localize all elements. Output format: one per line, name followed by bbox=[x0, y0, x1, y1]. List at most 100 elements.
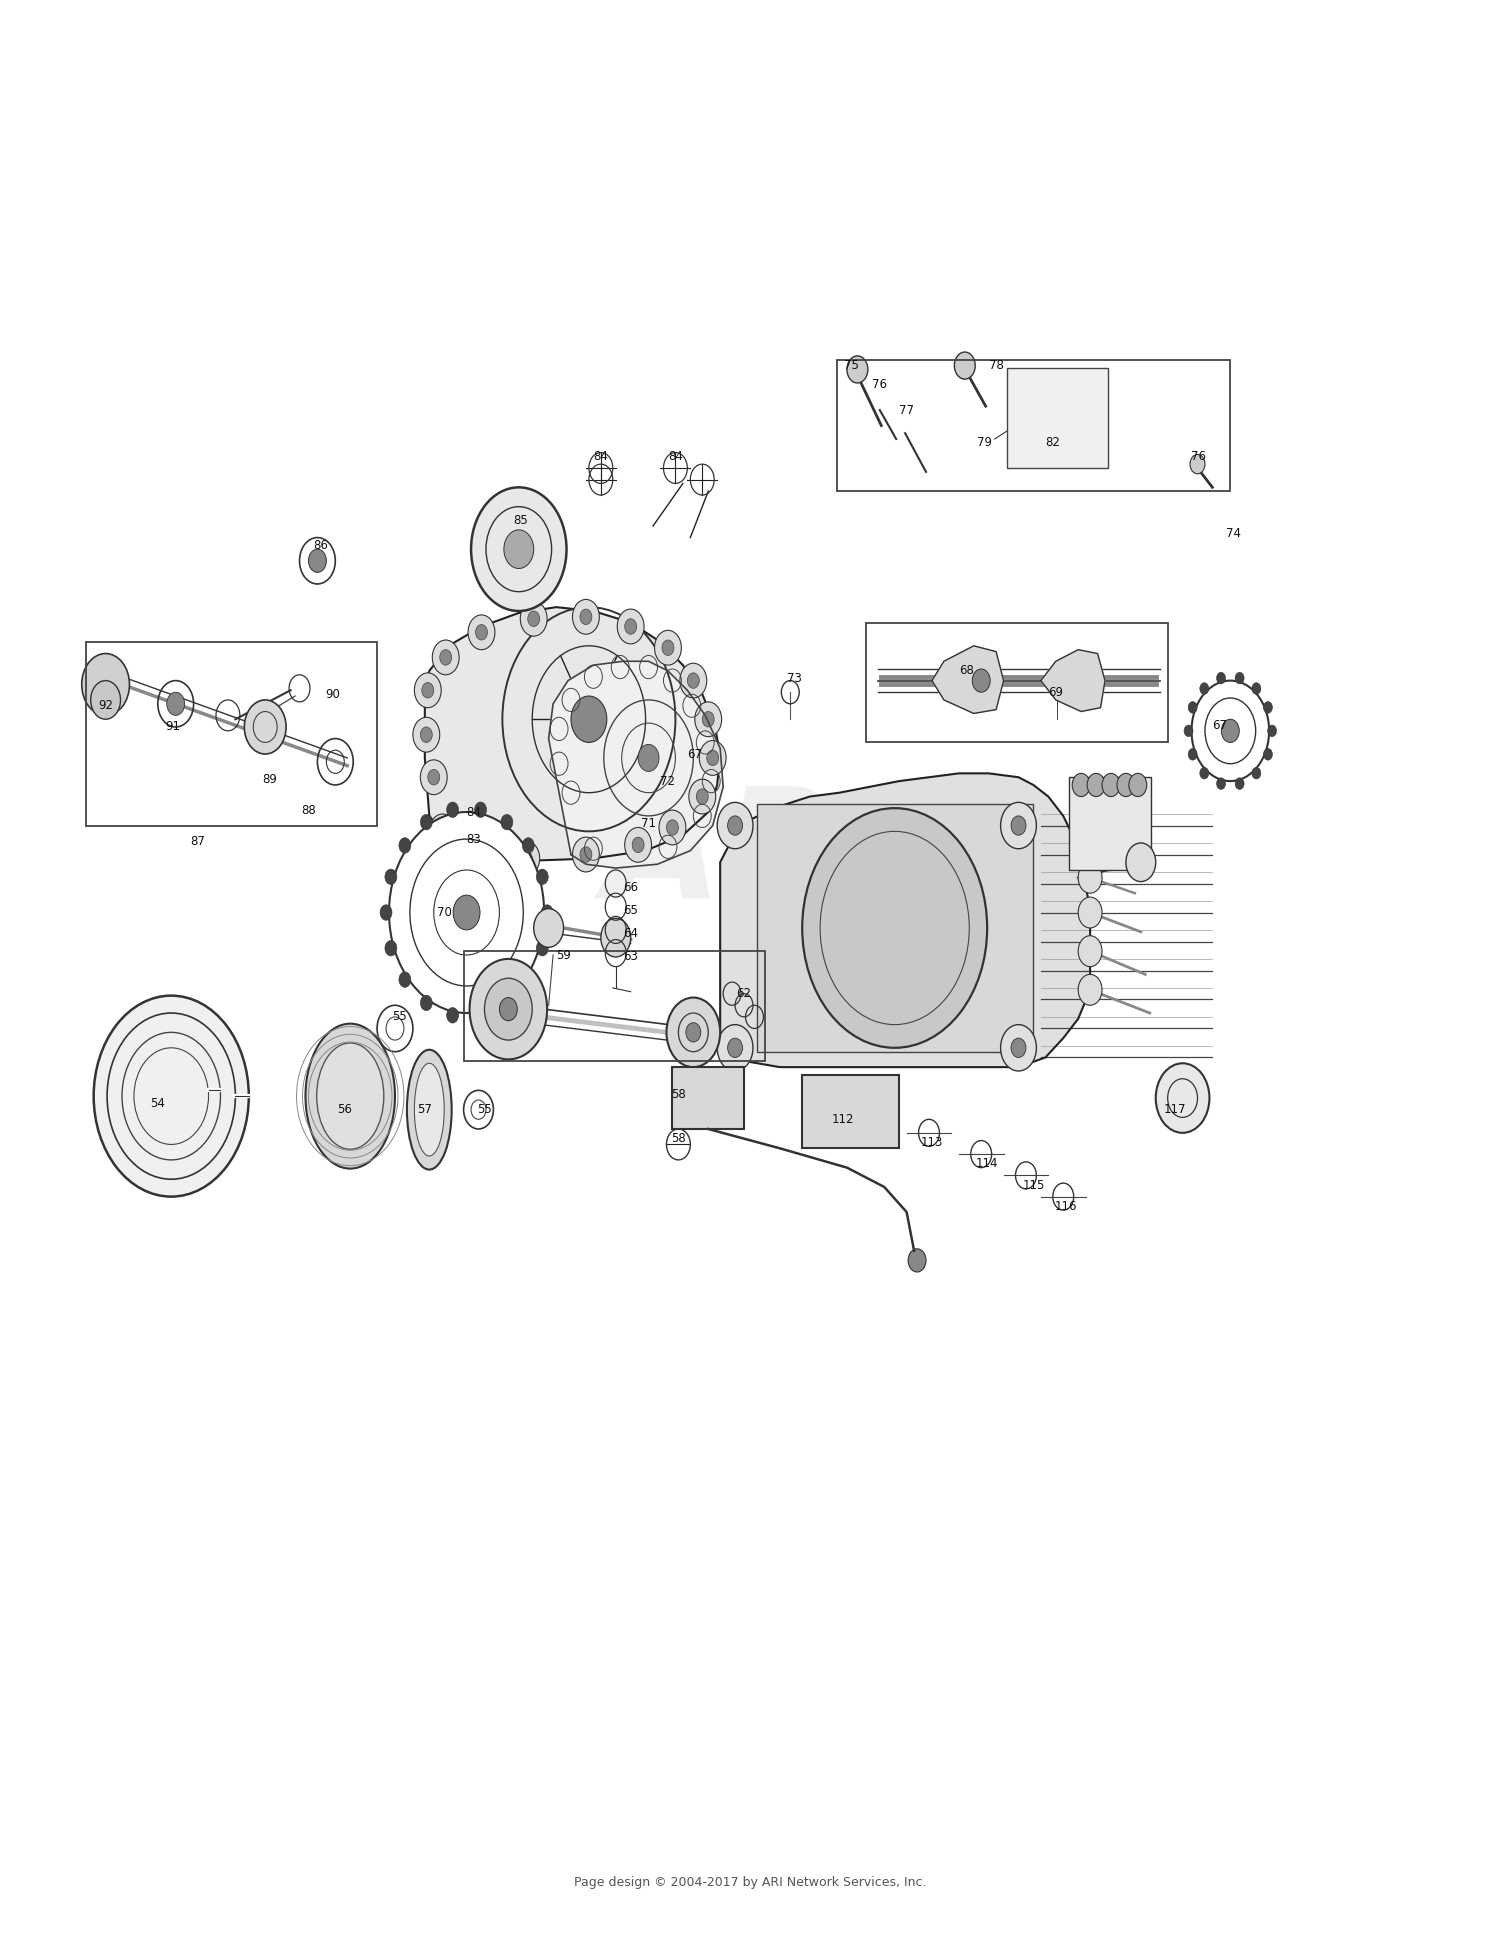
Text: 56: 56 bbox=[338, 1102, 351, 1116]
Bar bbox=[86, 642, 376, 825]
Text: 84: 84 bbox=[668, 450, 682, 462]
Text: 78: 78 bbox=[988, 359, 1004, 373]
Text: 84: 84 bbox=[466, 806, 482, 819]
Text: 86: 86 bbox=[314, 540, 328, 551]
Circle shape bbox=[616, 609, 644, 644]
Circle shape bbox=[1190, 454, 1204, 474]
Circle shape bbox=[528, 611, 540, 627]
Bar bbox=[758, 804, 1034, 1052]
Circle shape bbox=[1200, 767, 1209, 778]
Circle shape bbox=[1188, 701, 1197, 712]
Circle shape bbox=[440, 650, 452, 666]
Bar bbox=[1070, 776, 1152, 870]
Circle shape bbox=[166, 693, 184, 716]
Circle shape bbox=[687, 674, 699, 689]
Polygon shape bbox=[549, 662, 723, 868]
Circle shape bbox=[717, 1025, 753, 1071]
Text: 70: 70 bbox=[436, 906, 451, 918]
Text: 82: 82 bbox=[1046, 437, 1060, 450]
Text: 74: 74 bbox=[1226, 528, 1240, 540]
Circle shape bbox=[386, 870, 398, 885]
Circle shape bbox=[1000, 802, 1036, 848]
Circle shape bbox=[520, 602, 548, 637]
Text: 66: 66 bbox=[622, 881, 638, 895]
Text: Page design © 2004-2017 by ARI Network Services, Inc.: Page design © 2004-2017 by ARI Network S… bbox=[573, 1877, 926, 1889]
Circle shape bbox=[504, 530, 534, 569]
Bar bbox=[1007, 367, 1108, 468]
Circle shape bbox=[484, 978, 532, 1040]
Circle shape bbox=[1188, 749, 1197, 761]
Circle shape bbox=[602, 918, 630, 957]
Text: 87: 87 bbox=[190, 835, 206, 848]
Circle shape bbox=[81, 654, 129, 716]
Text: 88: 88 bbox=[302, 804, 316, 817]
Circle shape bbox=[1126, 842, 1155, 881]
Circle shape bbox=[513, 840, 540, 875]
Circle shape bbox=[420, 728, 432, 743]
Bar bbox=[672, 1068, 744, 1130]
Circle shape bbox=[1011, 815, 1026, 835]
Text: 71: 71 bbox=[640, 817, 656, 831]
Circle shape bbox=[666, 819, 678, 835]
Circle shape bbox=[429, 813, 456, 848]
Bar bbox=[464, 951, 765, 1062]
Text: 73: 73 bbox=[788, 672, 802, 685]
Ellipse shape bbox=[406, 1050, 451, 1170]
Circle shape bbox=[474, 1007, 486, 1023]
Circle shape bbox=[537, 870, 548, 885]
Text: 114: 114 bbox=[976, 1157, 999, 1170]
Text: 67: 67 bbox=[1212, 718, 1227, 732]
Text: 91: 91 bbox=[165, 720, 180, 734]
Text: 79: 79 bbox=[976, 437, 992, 450]
Circle shape bbox=[309, 549, 327, 573]
Circle shape bbox=[1078, 974, 1102, 1005]
Circle shape bbox=[476, 625, 488, 641]
Circle shape bbox=[420, 759, 447, 794]
Circle shape bbox=[468, 844, 480, 860]
Circle shape bbox=[662, 641, 674, 656]
Bar bbox=[837, 359, 1230, 491]
Circle shape bbox=[436, 823, 448, 839]
Circle shape bbox=[624, 827, 651, 862]
Circle shape bbox=[470, 959, 548, 1060]
Circle shape bbox=[90, 681, 120, 720]
Text: 55: 55 bbox=[477, 1102, 492, 1116]
Text: 75: 75 bbox=[844, 359, 859, 373]
Circle shape bbox=[460, 835, 488, 870]
Circle shape bbox=[413, 718, 440, 751]
Circle shape bbox=[572, 697, 608, 743]
Circle shape bbox=[972, 670, 990, 693]
Circle shape bbox=[1263, 749, 1272, 761]
Circle shape bbox=[706, 749, 718, 765]
Circle shape bbox=[501, 996, 513, 1011]
Circle shape bbox=[666, 998, 720, 1068]
Ellipse shape bbox=[316, 1042, 384, 1149]
Circle shape bbox=[1078, 862, 1102, 893]
Text: 65: 65 bbox=[622, 905, 638, 916]
Text: 57: 57 bbox=[417, 1102, 432, 1116]
Circle shape bbox=[699, 741, 726, 774]
Circle shape bbox=[386, 941, 398, 957]
Bar bbox=[867, 623, 1167, 743]
Circle shape bbox=[542, 905, 554, 920]
Text: 62: 62 bbox=[736, 988, 752, 1000]
Text: 83: 83 bbox=[466, 833, 482, 846]
Ellipse shape bbox=[414, 1064, 444, 1157]
Text: 89: 89 bbox=[262, 773, 278, 786]
Text: 77: 77 bbox=[898, 404, 914, 417]
Circle shape bbox=[522, 839, 534, 854]
Text: ARI: ARI bbox=[603, 780, 897, 930]
Circle shape bbox=[728, 1038, 742, 1058]
Circle shape bbox=[954, 351, 975, 378]
Text: 113: 113 bbox=[921, 1135, 944, 1149]
Circle shape bbox=[638, 745, 658, 771]
Text: 55: 55 bbox=[392, 1011, 406, 1023]
Circle shape bbox=[1268, 726, 1276, 738]
Circle shape bbox=[1130, 773, 1148, 796]
Text: 92: 92 bbox=[98, 699, 112, 712]
Circle shape bbox=[93, 996, 249, 1196]
Circle shape bbox=[1078, 936, 1102, 967]
Circle shape bbox=[388, 811, 544, 1013]
Circle shape bbox=[1234, 672, 1244, 683]
Circle shape bbox=[501, 815, 513, 831]
